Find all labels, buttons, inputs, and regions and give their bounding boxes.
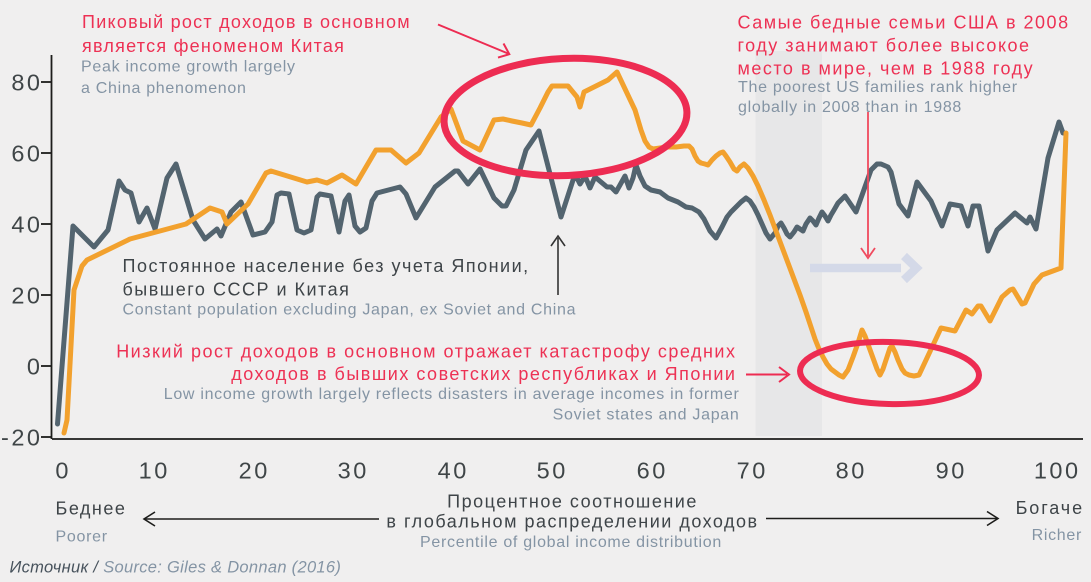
svg-text:70: 70 — [737, 458, 768, 484]
svg-text:0: 0 — [55, 458, 71, 484]
svg-text:Low income growth largely refl: Low income growth largely reflects disas… — [164, 386, 740, 403]
svg-text:Богаче: Богаче — [1016, 498, 1084, 518]
svg-text:Источник / Source: Giles & Don: Источник / Source: Giles & Donnan (2016) — [10, 559, 342, 577]
svg-text:50: 50 — [537, 458, 568, 484]
svg-text:Peak income growth largely: Peak income growth largely — [81, 58, 296, 75]
svg-text:40: 40 — [438, 458, 469, 484]
svg-text:году занимают более высокое: году занимают более высокое — [738, 36, 1031, 56]
svg-text:60: 60 — [637, 458, 668, 484]
svg-text:является феноменом Китая: является феноменом Китая — [82, 36, 345, 56]
svg-text:Процентное соотношение: Процентное соотношение — [447, 492, 698, 512]
svg-text:60: 60 — [11, 141, 42, 167]
svg-text:Soviet states and Japan: Soviet states and Japan — [553, 407, 740, 424]
svg-text:a China phenomenon: a China phenomenon — [81, 80, 247, 97]
svg-text:Беднее: Беднее — [56, 498, 127, 518]
svg-text:10: 10 — [139, 458, 170, 484]
svg-text:-20: -20 — [1, 425, 42, 451]
svg-text:в глобальном распределении дох: в глобальном распределении доходов — [386, 512, 758, 532]
svg-text:40: 40 — [11, 212, 42, 238]
svg-text:Самые бедные семьи США в 2008: Самые бедные семьи США в 2008 — [738, 13, 1070, 33]
svg-text:место в мире, чем в 1988 году: место в мире, чем в 1988 году — [738, 59, 1035, 79]
svg-text:Poorer: Poorer — [56, 529, 108, 546]
svg-text:Richer: Richer — [1032, 527, 1082, 544]
svg-text:80: 80 — [836, 458, 867, 484]
svg-text:бывшего СССР и Китая: бывшего СССР и Китая — [123, 280, 351, 300]
svg-text:globally in 2008 than in 1988: globally in 2008 than in 1988 — [738, 99, 962, 116]
svg-text:30: 30 — [338, 458, 369, 484]
svg-text:Пиковый рост доходов в основно: Пиковый рост доходов в основном — [82, 12, 411, 32]
svg-text:80: 80 — [11, 70, 42, 96]
svg-text:Постоянное население без учета: Постоянное население без учета Японии, — [123, 256, 530, 276]
svg-text:доходов в бывших советских рес: доходов в бывших советских республиках и… — [231, 364, 736, 384]
svg-text:20: 20 — [11, 283, 42, 309]
svg-text:The poorest US families rank h: The poorest US families rank higher — [738, 79, 1018, 96]
svg-text:20: 20 — [239, 458, 270, 484]
svg-text:90: 90 — [936, 458, 967, 484]
svg-text:Низкий рост доходов в основном: Низкий рост доходов в основном отражает … — [116, 342, 736, 362]
svg-text:Constant population excluding: Constant population excluding Japan, ex … — [123, 302, 577, 319]
svg-text:100: 100 — [1034, 458, 1081, 484]
svg-text:0: 0 — [27, 354, 43, 380]
svg-text:Percentile of global income di: Percentile of global income distribution — [420, 534, 722, 551]
